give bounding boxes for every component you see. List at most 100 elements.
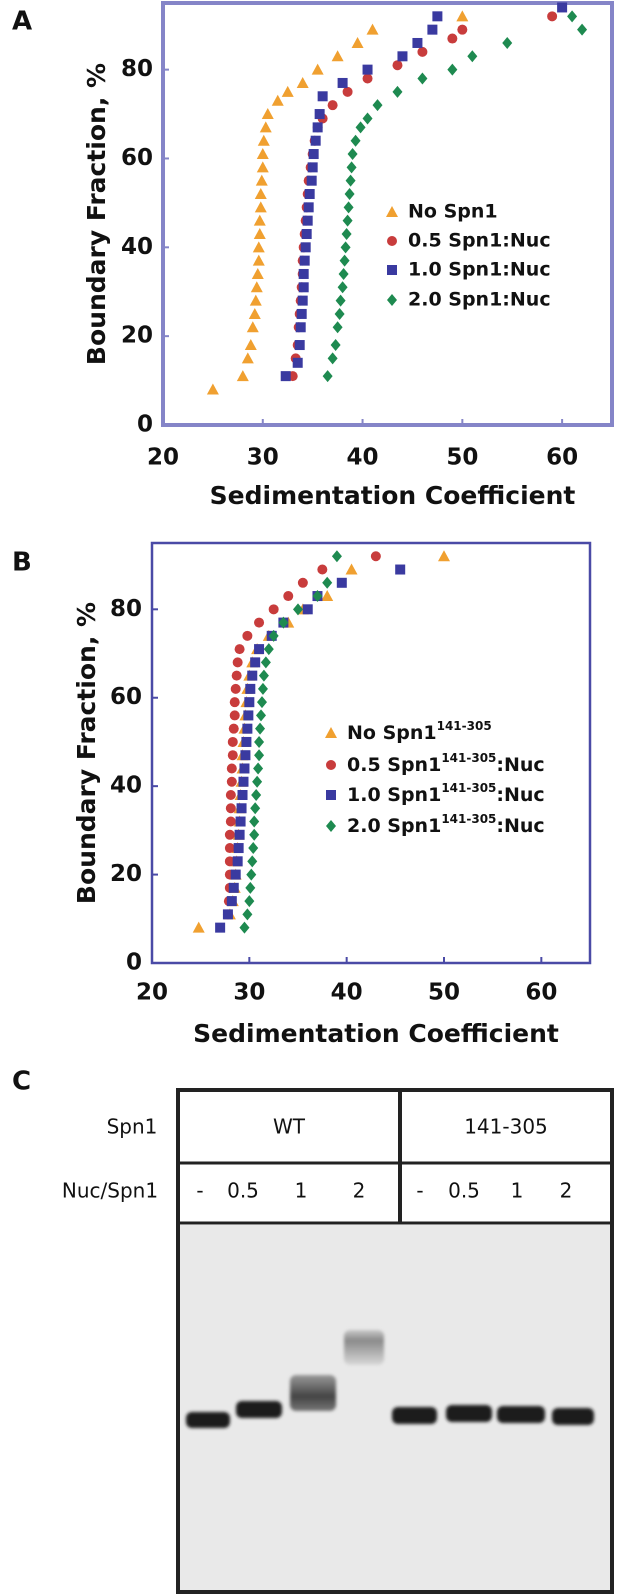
marker-diamond bbox=[331, 550, 342, 563]
marker-diamond bbox=[350, 134, 361, 147]
panel-label: B bbox=[12, 548, 32, 578]
marker-triangle bbox=[249, 294, 262, 306]
legend-text-part: 141-305 bbox=[441, 781, 496, 795]
marker-square bbox=[247, 670, 258, 681]
marker-circle bbox=[227, 750, 238, 761]
marker-diamond bbox=[567, 10, 578, 23]
legend-entry: No Spn1141-305 bbox=[347, 719, 492, 744]
marker-square bbox=[292, 357, 303, 368]
marker-diamond bbox=[502, 36, 513, 49]
marker-triangle bbox=[281, 85, 294, 97]
y-axis-label: Boundary Fraction, % bbox=[72, 602, 101, 904]
marker-square bbox=[314, 109, 325, 120]
legend-text-part: 141-305 bbox=[441, 751, 496, 765]
legend-text-part: :Nuc bbox=[496, 815, 544, 837]
marker-triangle bbox=[256, 148, 269, 160]
marker-triangle bbox=[192, 921, 205, 933]
marker-circle bbox=[225, 803, 236, 814]
marker-triangle bbox=[251, 267, 264, 279]
lane-label: 2 bbox=[560, 1179, 573, 1203]
marker-circle bbox=[370, 551, 381, 562]
marker-triangle bbox=[351, 36, 364, 48]
marker-diamond bbox=[335, 294, 346, 307]
x-axis-label: Sedimentation Coefficient bbox=[210, 481, 576, 510]
marker-diamond bbox=[346, 161, 357, 174]
legend-text-part: 0.5 Spn1 bbox=[347, 754, 441, 776]
marker-square bbox=[228, 882, 239, 893]
marker-circle bbox=[417, 46, 428, 57]
gel-band bbox=[497, 1406, 545, 1423]
marker-triangle bbox=[253, 227, 266, 239]
plot-frame bbox=[161, 1, 614, 427]
gel-band bbox=[446, 1405, 492, 1422]
marker-diamond bbox=[247, 855, 258, 868]
marker-square bbox=[295, 322, 306, 333]
marker-square bbox=[326, 790, 336, 800]
marker-circle bbox=[225, 816, 236, 827]
marker-diamond bbox=[242, 908, 253, 921]
marker-circle bbox=[231, 670, 242, 681]
marker-diamond bbox=[338, 267, 349, 280]
marker-square bbox=[301, 228, 312, 239]
marker-triangle bbox=[386, 206, 398, 217]
legend-text-part: 2.0 Spn1 bbox=[347, 815, 441, 837]
marker-square bbox=[317, 91, 328, 102]
marker-square bbox=[298, 268, 309, 279]
gel-band bbox=[552, 1408, 594, 1425]
marker-square bbox=[226, 896, 237, 907]
marker-square bbox=[233, 843, 244, 854]
marker-triangle bbox=[248, 307, 261, 319]
legend-text-part: 141-305 bbox=[437, 719, 492, 733]
marker-square bbox=[302, 215, 313, 226]
y-tick-label: 40 bbox=[121, 234, 153, 260]
marker-diamond bbox=[322, 370, 333, 383]
lane-label: 1 bbox=[295, 1179, 308, 1203]
marker-triangle bbox=[250, 281, 263, 293]
legend-text-part: 141-305 bbox=[441, 812, 496, 826]
marker-triangle bbox=[206, 383, 219, 395]
marker-square bbox=[234, 829, 245, 840]
marker-circle bbox=[362, 73, 373, 84]
marker-diamond bbox=[255, 722, 266, 735]
marker-diamond bbox=[244, 895, 255, 908]
lane-label: 1 bbox=[511, 1179, 524, 1203]
x-tick-label: 40 bbox=[347, 445, 379, 471]
marker-circle bbox=[226, 776, 237, 787]
marker-circle bbox=[224, 843, 235, 854]
row-label: Spn1 bbox=[107, 1115, 158, 1139]
marker-triangle bbox=[366, 23, 379, 35]
marker-triangle bbox=[331, 50, 344, 62]
marker-diamond bbox=[254, 735, 265, 748]
marker-circle bbox=[234, 644, 245, 655]
marker-diamond bbox=[327, 352, 338, 365]
marker-triangle bbox=[253, 214, 266, 226]
x-tick-label: 30 bbox=[247, 445, 279, 471]
x-tick-label: 60 bbox=[525, 980, 557, 1006]
marker-square bbox=[337, 77, 348, 88]
marker-circle bbox=[225, 790, 236, 800]
marker-square bbox=[254, 644, 265, 655]
marker-square bbox=[303, 202, 314, 213]
marker-square bbox=[244, 697, 255, 708]
marker-diamond bbox=[326, 820, 336, 832]
marker-square bbox=[304, 189, 315, 200]
marker-circle bbox=[224, 829, 235, 840]
marker-triangle bbox=[255, 174, 268, 186]
marker-square bbox=[242, 723, 253, 734]
legend-entry: 2.0 Spn1141-305:Nuc bbox=[347, 812, 545, 837]
marker-triangle bbox=[456, 10, 469, 22]
gel-band bbox=[236, 1401, 282, 1418]
gel-band bbox=[344, 1330, 384, 1365]
marker-square bbox=[236, 803, 247, 814]
panel-label: A bbox=[12, 7, 32, 37]
marker-triangle bbox=[345, 563, 358, 575]
gel-band bbox=[290, 1375, 336, 1411]
marker-triangle bbox=[254, 201, 267, 213]
marker-square bbox=[241, 736, 252, 747]
marker-diamond bbox=[339, 254, 350, 267]
legend-text-part: No Spn1 bbox=[347, 722, 437, 744]
legend-entry: 2.0 Spn1:Nuc bbox=[408, 289, 551, 311]
marker-diamond bbox=[345, 174, 356, 187]
marker-square bbox=[299, 255, 310, 266]
lane-label: 2 bbox=[353, 1179, 366, 1203]
